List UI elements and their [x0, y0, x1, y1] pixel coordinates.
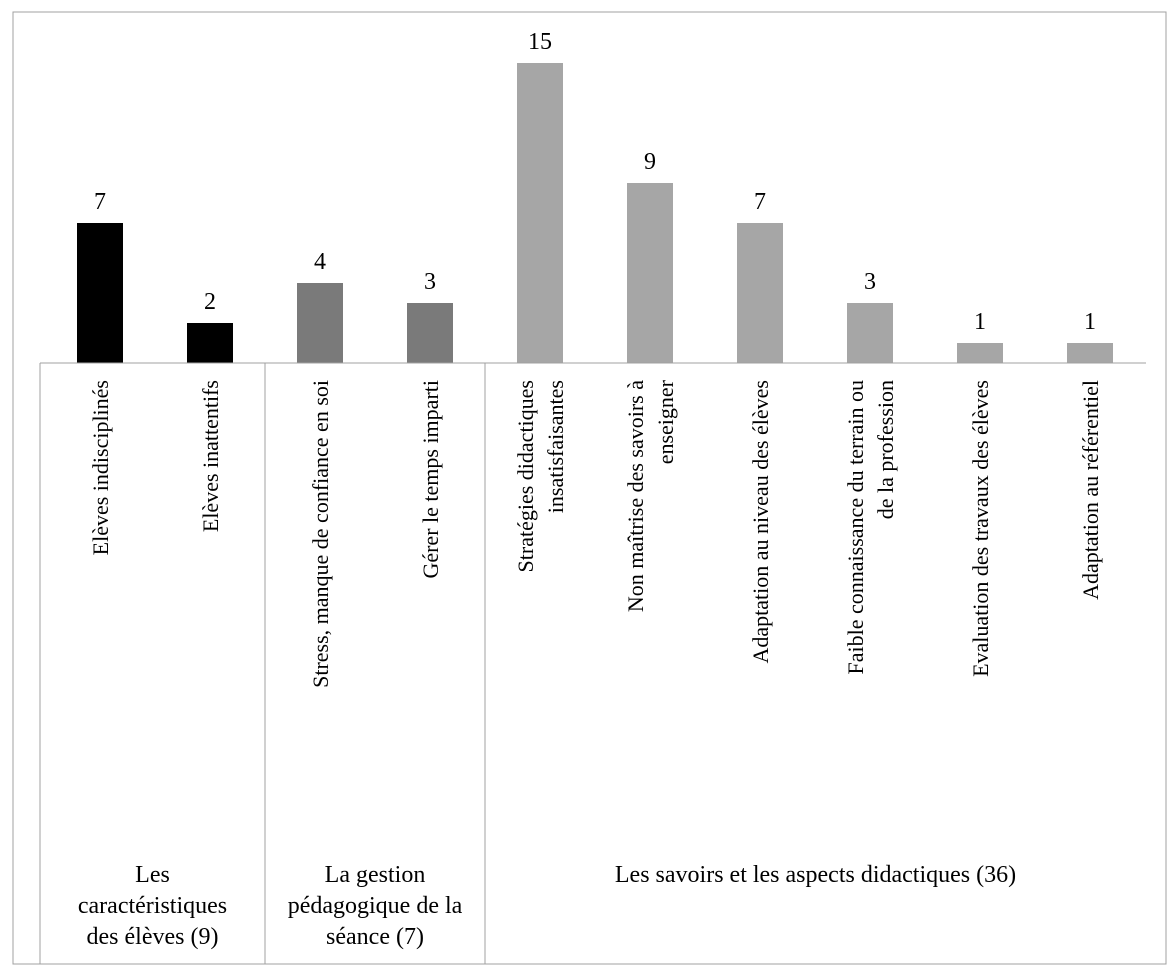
- bar: [957, 343, 1003, 363]
- axis-layer: [39, 362, 1146, 964]
- category-labels-layer: Elèves indisciplinés Elèves inattentifs St…: [88, 379, 1103, 688]
- category-label-line: Adaptation au référentiel: [1078, 380, 1103, 600]
- group-label: Les savoirs et les aspects didactiques (…: [615, 862, 1016, 888]
- group-label-line: pédagogique de la: [288, 893, 463, 919]
- data-label: 1: [974, 309, 986, 335]
- data-label: 1: [1084, 309, 1096, 335]
- data-label: 3: [864, 269, 876, 295]
- data-label: 2: [204, 289, 216, 315]
- category-label: Stress, manque de confiance en soi: [308, 380, 333, 688]
- category-label: Faible connaissance du terrain ou de la p…: [843, 380, 898, 674]
- bar: [187, 323, 233, 363]
- category-label: Adaptation au référentiel: [1078, 380, 1103, 600]
- group-label-line: La gestion: [325, 862, 426, 888]
- plot-frame: [12, 11, 1167, 965]
- group-label-line: caractéristiques: [78, 893, 227, 919]
- group-label-line: des élèves (9): [87, 924, 219, 950]
- data-label: 7: [94, 189, 106, 215]
- bar: [737, 223, 783, 363]
- category-label: Elèves inattentifs: [198, 380, 223, 532]
- data-label: 9: [644, 149, 656, 175]
- category-label-line: enseigner: [653, 379, 678, 464]
- group-labels-layer: Les caractéristiques des élèves (9) La gest…: [78, 862, 1016, 950]
- bar: [77, 223, 123, 363]
- bars-layer: [77, 63, 1113, 363]
- category-label-line: Faible connaissance du terrain ou: [843, 380, 868, 674]
- category-label-line: Evaluation des travaux des élèves: [968, 380, 993, 677]
- bar: [627, 183, 673, 363]
- category-label-line: Elèves inattentifs: [198, 380, 223, 532]
- category-label-line: Non maîtrise des savoirs à: [623, 380, 648, 612]
- bar: [517, 63, 563, 363]
- bar: [297, 283, 343, 363]
- group-label-line: Les savoirs et les aspects didactiques (…: [615, 862, 1016, 888]
- group-label-line: Les: [135, 862, 170, 888]
- category-label-line: Stress, manque de confiance en soi: [308, 380, 333, 688]
- category-label-line: de la profession: [873, 380, 898, 519]
- bar: [407, 303, 453, 363]
- category-label-line: Gérer le temps imparti: [418, 380, 443, 579]
- category-label-line: Stratégies didactiques: [513, 380, 538, 572]
- data-label: 4: [314, 249, 326, 275]
- group-label-line: séance (7): [326, 924, 424, 950]
- category-label-line: insatisfaisantes: [543, 380, 568, 513]
- category-label: Stratégies didactiques insatisfaisantes: [513, 380, 568, 572]
- data-label: 15: [528, 29, 552, 55]
- category-label: Elèves indisciplinés: [88, 380, 113, 555]
- group-label: Les caractéristiques des élèves (9): [78, 862, 227, 950]
- category-label-line: Elèves indisciplinés: [88, 380, 113, 555]
- group-label: La gestion pédagogique de la séance (7): [288, 862, 463, 950]
- value-labels-layer: 7 2 4 3 15 9 7 3 1 1: [94, 29, 1096, 335]
- category-label-line: Adaptation au niveau des élèves: [748, 380, 773, 663]
- data-label: 3: [424, 269, 436, 295]
- category-label: Adaptation au niveau des élèves: [748, 380, 773, 663]
- category-label: Evaluation des travaux des élèves: [968, 380, 993, 677]
- data-label: 7: [754, 189, 766, 215]
- bar: [1067, 343, 1113, 363]
- category-label: Gérer le temps imparti: [418, 380, 443, 579]
- bar: [847, 303, 893, 363]
- category-label: Non maîtrise des savoirs à enseigner: [623, 379, 678, 612]
